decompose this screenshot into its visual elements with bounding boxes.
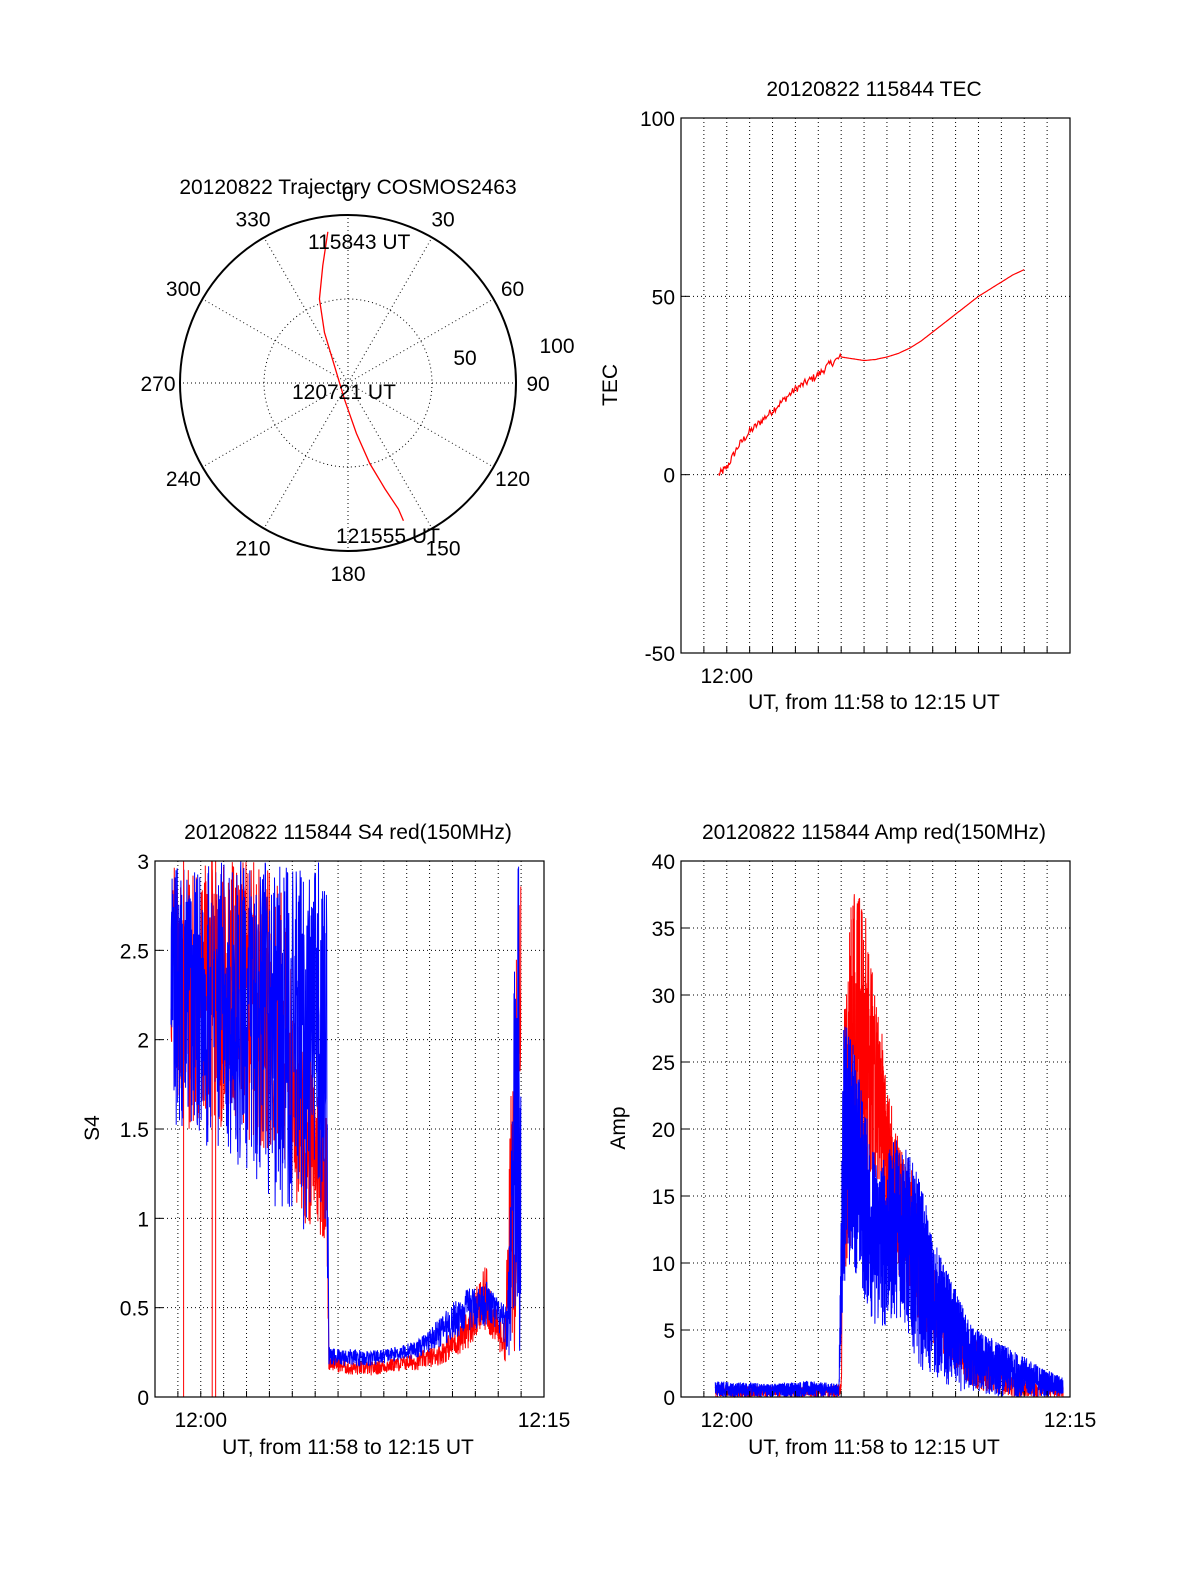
azimuth-label: 270 <box>140 373 175 396</box>
ytick-label: 1.5 <box>120 1119 149 1142</box>
ytick-label: 2.5 <box>120 940 149 963</box>
trajectory-polar-panel: 20120822 Trajectory COSMOS2463 0 30 60 90 12… <box>140 176 574 586</box>
azimuth-label: 240 <box>166 468 201 491</box>
xtick-label: 12:00 <box>700 665 753 688</box>
s4-title: 20120822 115844 S4 red(150MHz) <box>184 821 512 844</box>
ytick-label: 5 <box>663 1320 675 1343</box>
ytick-label: 15 <box>652 1186 675 1209</box>
polar-spoke <box>347 382 433 529</box>
ytick-label: 3 <box>137 851 149 874</box>
ytick-label: 0 <box>663 465 675 488</box>
ytick-label: 35 <box>652 918 675 941</box>
amp-title: 20120822 115844 Amp red(150MHz) <box>702 821 1046 844</box>
ytick-label: 30 <box>652 985 675 1008</box>
ytick-label: 0 <box>663 1387 675 1410</box>
amp-red-series <box>714 894 1064 1399</box>
s4-ylabel: S4 <box>81 1115 104 1141</box>
trajectory-time-label: 115843 UT <box>308 231 411 254</box>
amp-xlabel: UT, from 11:58 to 12:15 UT <box>748 1436 1000 1459</box>
amp-panel: 20120822 115844 Amp red(150MHz) 0 5 10 15 20… <box>607 821 1096 1459</box>
tec-series-line <box>718 269 1025 476</box>
polar-spoke <box>263 237 349 384</box>
ytick-label: 1 <box>137 1208 149 1231</box>
trajectory-line <box>318 231 405 522</box>
tec-plot-frame <box>680 117 1071 654</box>
azimuth-label: 60 <box>501 278 524 301</box>
ytick-label: 10 <box>652 1253 675 1276</box>
azimuth-label: 30 <box>431 208 454 231</box>
tec-title: 20120822 115844 TEC <box>766 78 981 101</box>
ytick-label: 2 <box>137 1030 149 1053</box>
ytick-label: 25 <box>652 1052 675 1075</box>
azimuth-label: 120 <box>495 468 530 491</box>
azimuth-label: 0 <box>342 183 354 206</box>
ytick-label: 0.5 <box>120 1298 149 1321</box>
s4-panel: 20120822 115844 S4 red(150MHz) 0 0.5 1 1.5 2… <box>81 821 570 1459</box>
amp-blue-series <box>714 1026 1064 1398</box>
polar-spoke <box>347 298 494 384</box>
azimuth-label: 330 <box>235 208 270 231</box>
ytick-label: 100 <box>640 108 675 131</box>
azimuth-label: 90 <box>526 373 549 396</box>
polar-spoke <box>347 382 494 468</box>
trajectory-time-label: 120721 UT <box>292 381 396 404</box>
trajectory-title: 20120822 Trajectory COSMOS2463 <box>179 176 516 199</box>
ytick-label: 0 <box>137 1387 149 1410</box>
amp-ylabel: Amp <box>607 1106 630 1149</box>
ytick-label: -50 <box>645 643 675 666</box>
tec-ylabel: TEC <box>599 364 622 406</box>
ytick-label: 50 <box>652 286 675 309</box>
xtick-label: 12:15 <box>518 1409 571 1432</box>
ring-label: 50 <box>453 347 476 370</box>
ring-label: 100 <box>539 335 574 358</box>
tec-panel: 20120822 115844 TEC -50 0 50 100 12:00 TEC U… <box>599 78 1071 714</box>
tec-xlabel: UT, from 11:58 to 12:15 UT <box>748 691 1000 714</box>
s4-blue-series <box>170 861 522 1367</box>
polar-outer-ring <box>179 214 517 552</box>
azimuth-label: 180 <box>330 563 365 586</box>
polar-spoke <box>202 298 349 384</box>
polar-spoke <box>202 382 349 468</box>
azimuth-label: 150 <box>425 538 460 561</box>
ytick-label: 20 <box>652 1119 675 1142</box>
polar-spoke <box>347 237 433 384</box>
azimuth-label: 210 <box>235 538 270 561</box>
trajectory-time-label: 121555 UT <box>336 525 440 548</box>
azimuth-label: 300 <box>166 278 201 301</box>
xtick-label: 12:00 <box>174 1409 227 1432</box>
xtick-label: 12:00 <box>700 1409 753 1432</box>
xtick-label: 12:15 <box>1044 1409 1097 1432</box>
ytick-label: 40 <box>652 851 675 874</box>
polar-spoke <box>263 382 349 529</box>
s4-xlabel: UT, from 11:58 to 12:15 UT <box>222 1436 474 1459</box>
